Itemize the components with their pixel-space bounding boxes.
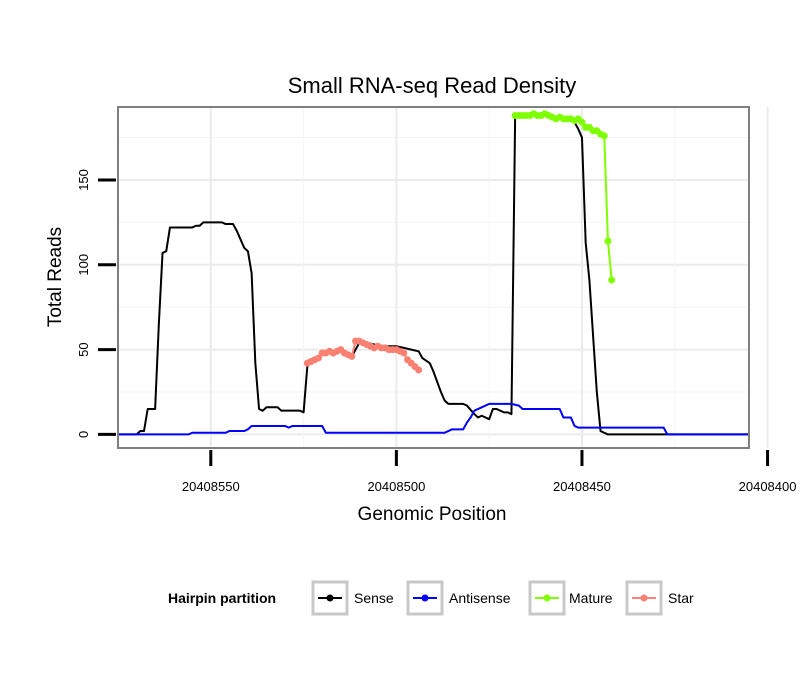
star-point [314,354,322,362]
grid [117,107,769,448]
legend-key-dot [543,594,551,602]
legend-label: Star [668,590,694,606]
y-tick-label: 0 [76,431,91,438]
legend-entry-mature: Mature [528,580,613,616]
star-point [400,349,408,357]
y-axis-title: Total Reads [45,227,66,327]
legend: Hairpin partition Sense Antisense Mature St… [168,580,694,616]
y-tick-label: 50 [76,342,91,356]
mature-point [604,237,612,245]
series-mature [511,110,616,284]
chart-title: Small RNA-seq Read Density [288,73,577,98]
legend-label: Antisense [449,590,511,606]
star-point [415,366,423,374]
legend-entries: Sense Antisense Mature Star [311,580,694,616]
mature-point [578,118,586,126]
legend-label: Sense [354,590,394,606]
x-tick-label: 20408450 [553,479,611,494]
legend-key-dot [326,594,334,602]
legend-entry-antisense: Antisense [406,580,511,616]
series-layer [118,110,749,436]
legend-label: Mature [569,590,613,606]
antisense-line [118,402,749,436]
legend-key-dot [640,594,648,602]
legend-entry-sense: Sense [311,580,394,616]
x-tick-label: 20408550 [182,479,240,494]
mature-point [600,132,608,140]
y-tick-label: 150 [76,169,91,191]
y-tick-label: 100 [76,254,91,276]
x-tick-label: 20408500 [367,479,425,494]
legend-title: Hairpin partition [168,590,276,606]
legend-entry-star: Star [625,580,694,616]
x-axis: 20408550 20408500 20408450 20408400 [182,450,797,494]
plot-panel [117,106,769,449]
y-axis: 0 50 100 150 [76,169,116,438]
legend-key-dot [421,594,429,602]
plot-panel-background [118,107,749,448]
mature-point [608,276,616,284]
star-point [348,352,356,360]
series-star [303,337,423,374]
series-antisense [118,402,749,436]
x-axis-title: Genomic Position [358,504,507,525]
x-tick-label: 20408400 [739,479,797,494]
plot-panel-border [117,106,750,449]
